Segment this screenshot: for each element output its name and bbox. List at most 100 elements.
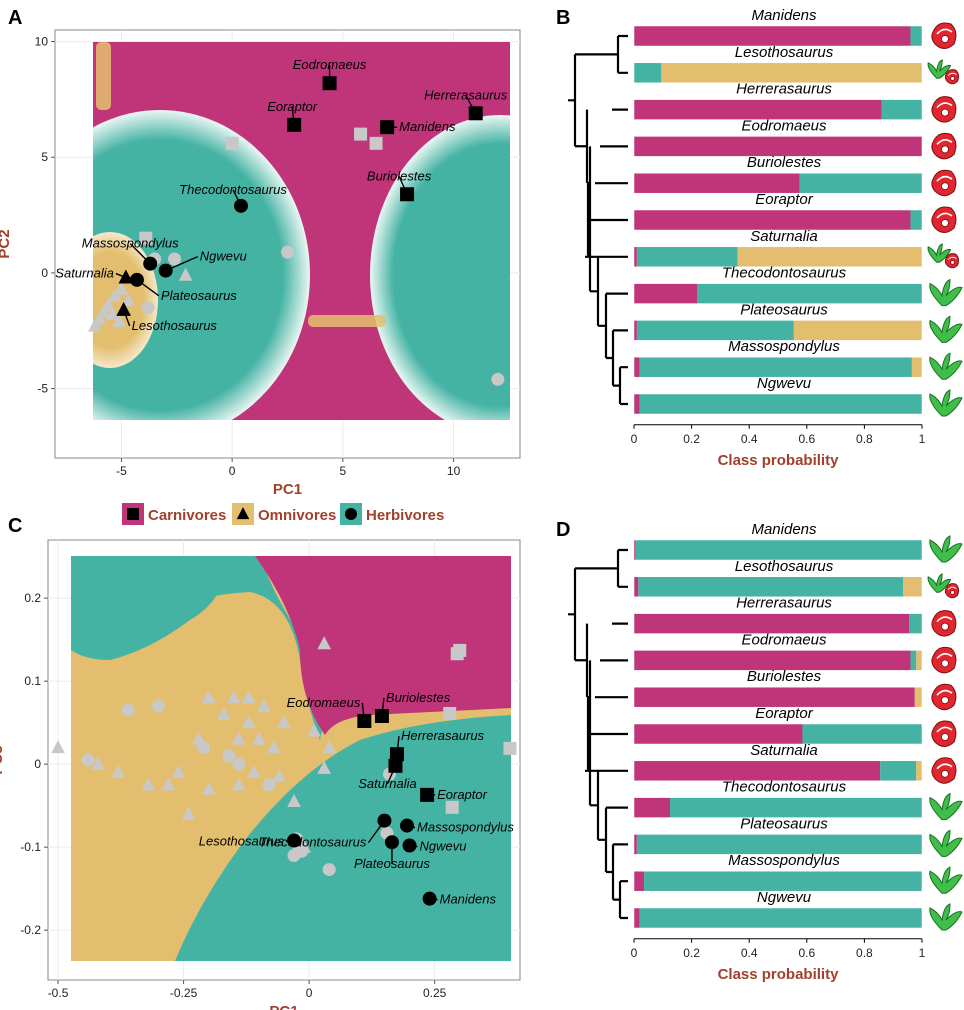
data-point-grey xyxy=(105,307,120,321)
data-point-grey xyxy=(317,636,331,650)
plant-shape xyxy=(929,352,963,380)
x-axis-title: Class probability xyxy=(718,966,840,983)
carnivore-region xyxy=(255,556,511,735)
bar-segment-carnivore xyxy=(634,320,637,341)
bar-outline xyxy=(633,209,923,231)
bar-segment-herbivore xyxy=(670,797,922,818)
meat-fat xyxy=(936,139,953,145)
bar-segment-herbivore xyxy=(639,394,922,414)
panel-letter: A xyxy=(8,7,22,29)
data-point-grey xyxy=(287,848,301,862)
taxon-label: Massospondylus xyxy=(728,338,840,355)
meat-bone xyxy=(941,769,949,778)
bar-outline xyxy=(633,650,923,671)
plant-shape xyxy=(929,535,963,563)
x-tick-label: 0.4 xyxy=(741,432,758,446)
point-label: Ngwevu xyxy=(420,839,467,854)
bar-segment-herbivore xyxy=(910,210,922,230)
taxon-label: Massospondylus xyxy=(728,852,840,869)
bar-outline xyxy=(633,907,923,929)
point-label: Thecodontosaurus xyxy=(179,182,287,197)
bar-segment-carnivore xyxy=(634,797,670,818)
taxon-label: Ngwevu xyxy=(757,375,812,392)
plant-shape xyxy=(929,903,963,931)
bar-segment-carnivore xyxy=(634,540,636,560)
data-point-grey xyxy=(181,806,196,820)
data-point-grey xyxy=(91,756,106,770)
plant-shape xyxy=(929,829,963,857)
taxon-label: Eoraptor xyxy=(755,705,814,722)
plant-shape xyxy=(929,389,963,417)
x-tick-label: -0.25 xyxy=(170,986,198,1000)
bar-segment-carnivore xyxy=(634,724,803,744)
point-label: Lesothosaurus xyxy=(199,834,285,849)
meat-bone xyxy=(941,108,949,117)
x-axis-title: PC1 xyxy=(269,1003,298,1010)
legend-label: Herbivores xyxy=(366,507,444,524)
meat-icon xyxy=(931,757,957,784)
meat-icon xyxy=(931,96,957,123)
point-label: Saturnalia xyxy=(358,776,417,791)
data-point-grey xyxy=(267,740,281,754)
taxon-label: Buriolestes xyxy=(747,154,822,171)
omnivore-band xyxy=(96,42,111,110)
bar-outline xyxy=(633,283,923,304)
meat-icon xyxy=(931,169,957,197)
legend-marker xyxy=(345,508,357,520)
bar-segment-herbivore xyxy=(636,246,738,267)
taxon-label: Herrerasaurus xyxy=(736,81,832,98)
point-label: Lesothosaurus xyxy=(132,318,218,333)
data-point-grey xyxy=(222,749,236,763)
meat-fat xyxy=(936,763,953,770)
panel-letter: D xyxy=(556,519,570,541)
bar-segment-omnivore xyxy=(793,320,922,341)
plant-icon xyxy=(929,352,963,380)
bar-segment-carnivore xyxy=(634,908,640,928)
meat-icon xyxy=(931,683,957,711)
point-label: Plateosaurus xyxy=(161,288,237,303)
data-point-grey xyxy=(450,647,464,661)
meat-bone xyxy=(941,696,949,705)
x-tick-label: 0 xyxy=(631,946,638,960)
x-tick-label: -0.5 xyxy=(48,986,69,1000)
point-label: Massospondylus xyxy=(417,820,514,835)
x-tick-label: 0.2 xyxy=(683,432,700,446)
data-point-grey xyxy=(322,740,337,754)
data-point-grey xyxy=(168,252,182,266)
bar-segment-herbivore xyxy=(636,834,922,855)
taxon-label: Saturnalia xyxy=(750,742,818,759)
y-tick-label: 5 xyxy=(41,150,48,164)
plant-shape xyxy=(927,59,952,79)
meat-fat xyxy=(936,653,953,659)
plant-icon xyxy=(929,792,963,821)
data-point-grey xyxy=(151,699,165,713)
data-point-grey xyxy=(197,741,211,755)
plant-meat-icon xyxy=(927,573,960,599)
data-point-thecodontosaurus xyxy=(234,198,248,213)
data-point-manidens xyxy=(380,120,395,135)
panel-c: -0.5 -0.25 0 0.25 -0.2 -0.1 0 0.1 0.2 PC1 PC3 C Eodr… xyxy=(0,515,521,1010)
meat-fat xyxy=(936,726,953,733)
point-label: Ngwevu xyxy=(200,249,247,264)
bar-outline xyxy=(633,356,923,378)
x-axis-title: PC1 xyxy=(273,481,302,498)
bar-segment-omnivore xyxy=(916,760,922,781)
x-tick-label: 0.25 xyxy=(423,986,447,1000)
taxon-label: Ngwevu xyxy=(757,889,812,906)
point-label: Eoraptor xyxy=(267,99,318,114)
plant-icon xyxy=(929,315,963,343)
data-point-grey xyxy=(139,231,153,245)
meat-icon xyxy=(931,646,957,674)
bar-segment-herbivore xyxy=(802,724,922,744)
data-point-grey xyxy=(443,707,457,721)
panel-b: B Manidens Lesothosaurus Herrerasaurus Eodro… xyxy=(556,7,963,469)
point-label: Manidens xyxy=(399,119,456,134)
point-label: Buriolestes xyxy=(386,690,451,705)
bar-segment-herbivore xyxy=(910,26,922,46)
x-tick-label: 0.8 xyxy=(856,432,873,446)
point-label: Eodromaeus xyxy=(287,695,361,710)
point-label: Massospondylus xyxy=(82,236,179,251)
plant-icon xyxy=(929,278,963,307)
meat-fat xyxy=(936,616,953,623)
